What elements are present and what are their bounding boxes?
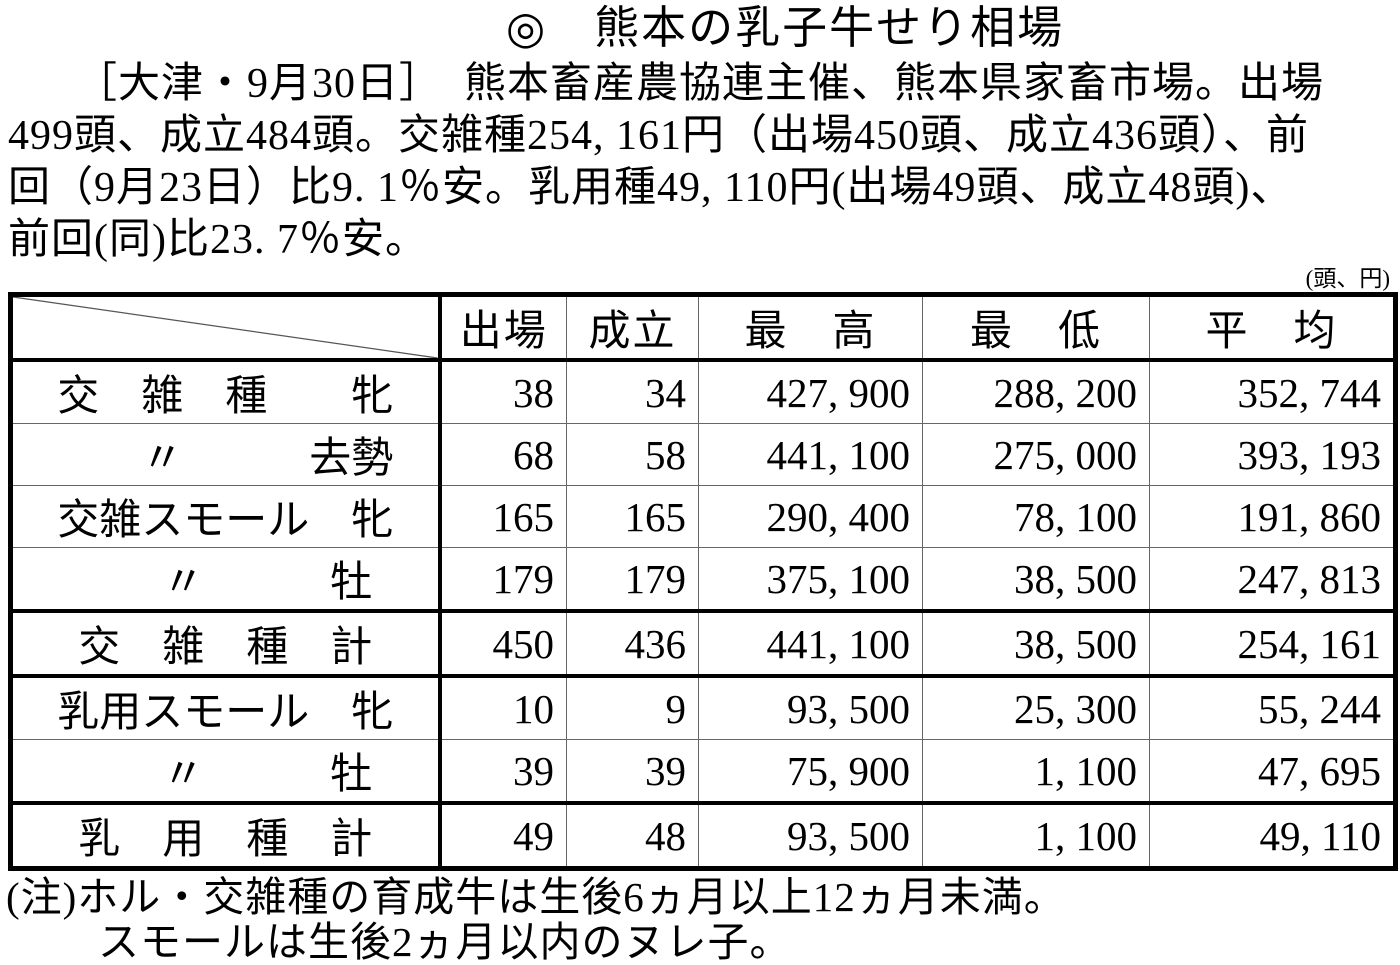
value-cell: 49, 110: [1149, 802, 1396, 869]
paragraph-line: 499頭、成立484頭。交雑種254, 161円（出場450頭、成立436頭）、…: [8, 113, 1310, 159]
header-row: 出場 成立 最 高 最 低 平 均: [10, 294, 1396, 362]
paragraph-line: ［大津・9月30日］ 熊本畜産農協連主催、熊本県家畜市場。出場: [75, 61, 1325, 107]
row-label-cell: 乳用スモール 牝: [10, 675, 442, 740]
paragraph-line: 前回(同)比23. 7％安。: [8, 217, 428, 263]
row-label-cell: 乳 用 種 計: [10, 802, 442, 869]
row-label-cell: 〃 牡: [10, 547, 442, 613]
page-title: ◎ 熊本の乳子牛せり相場: [505, 3, 1065, 53]
value-cell: 179: [566, 547, 699, 613]
table-row: 乳用スモール 牝 10 9 93, 500 25, 300 55, 244: [10, 675, 1396, 740]
table-row: 交雑スモール 牝 165 165 290, 400 78, 100 191, 8…: [10, 485, 1396, 548]
value-cell: 93, 500: [698, 675, 923, 740]
value-cell: 179: [439, 547, 567, 613]
footnote: (注)ホル・交雑種の育成牛は生後6ヵ月以上12ヵ月未満。 スモールは生後2ヵ月以…: [0, 875, 1400, 965]
value-cell: 247, 813: [1149, 547, 1396, 613]
value-cell: 191, 860: [1149, 485, 1396, 548]
value-cell: 275, 000: [922, 423, 1150, 486]
paragraph-line: 回（9月23日）比9. 1％安。乳用種49, 110円(出場49頭、成立48頭)…: [8, 165, 1294, 211]
units-label: (頭、円): [1305, 266, 1390, 291]
value-cell: 441, 100: [698, 423, 923, 486]
auction-price-table: 出場 成立 最 高 最 低 平 均 交 雑 種 牝 38 34 427, 900…: [8, 292, 1398, 871]
value-cell: 25, 300: [922, 675, 1150, 740]
table-row: 〃 牡 39 39 75, 900 1, 100 47, 695: [10, 739, 1396, 805]
value-cell: 254, 161: [1149, 610, 1396, 678]
col-header-sold: 成立: [566, 294, 699, 362]
footnote-line: (注)ホル・交雑種の育成牛は生後6ヵ月以上12ヵ月未満。: [6, 874, 1066, 920]
value-cell: 436: [566, 610, 699, 678]
value-cell: 39: [439, 739, 567, 805]
value-cell: 1, 100: [922, 739, 1150, 805]
row-label-cell: 交 雑 種 計: [10, 610, 442, 678]
value-cell: 58: [566, 423, 699, 486]
table-row: 〃 去勢 68 58 441, 100 275, 000 393, 193: [10, 423, 1396, 486]
col-header-lowest: 最 低: [922, 294, 1150, 362]
row-label-cell: 〃 去勢: [10, 423, 442, 486]
value-cell: 38: [439, 359, 567, 424]
value-cell: 38, 500: [922, 610, 1150, 678]
value-cell: 290, 400: [698, 485, 923, 548]
value-cell: 47, 695: [1149, 739, 1396, 805]
value-cell: 427, 900: [698, 359, 923, 424]
value-cell: 78, 100: [922, 485, 1150, 548]
value-cell: 450: [439, 610, 567, 678]
table-row-subtotal: 交 雑 種 計 450 436 441, 100 38, 500 254, 16…: [10, 610, 1396, 678]
value-cell: 55, 244: [1149, 675, 1396, 740]
row-label-cell: 交 雑 種 牝: [10, 359, 442, 424]
col-header-highest: 最 高: [698, 294, 923, 362]
value-cell: 93, 500: [698, 802, 923, 869]
table-row: 〃 牡 179 179 375, 100 38, 500 247, 813: [10, 547, 1396, 613]
value-cell: 9: [566, 675, 699, 740]
row-label-cell: 〃 牡: [10, 739, 442, 805]
diagonal-corner-cell: [10, 294, 442, 362]
value-cell: 165: [566, 485, 699, 548]
col-header-entries: 出場: [439, 294, 567, 362]
table-row: 交 雑 種 牝 38 34 427, 900 288, 200 352, 744: [10, 359, 1396, 424]
value-cell: 288, 200: [922, 359, 1150, 424]
value-cell: 165: [439, 485, 567, 548]
value-cell: 75, 900: [698, 739, 923, 805]
value-cell: 1, 100: [922, 802, 1150, 869]
value-cell: 393, 193: [1149, 423, 1396, 486]
intro-paragraph: ［大津・9月30日］ 熊本畜産農協連主催、熊本県家畜市場。出場 499頭、成立4…: [0, 58, 1400, 266]
footnote-line: スモールは生後2ヵ月以内のヌレ子。: [98, 919, 792, 965]
value-cell: 34: [566, 359, 699, 424]
value-cell: 375, 100: [698, 547, 923, 613]
value-cell: 49: [439, 802, 567, 869]
value-cell: 38, 500: [922, 547, 1150, 613]
row-label-cell: 交雑スモール 牝: [10, 485, 442, 548]
table-row-total: 乳 用 種 計 49 48 93, 500 1, 100 49, 110: [10, 802, 1396, 869]
diagonal-line-icon: [13, 297, 438, 358]
value-cell: 10: [439, 675, 567, 740]
value-cell: 68: [439, 423, 567, 486]
col-header-average: 平 均: [1149, 294, 1396, 362]
value-cell: 441, 100: [698, 610, 923, 678]
value-cell: 39: [566, 739, 699, 805]
value-cell: 48: [566, 802, 699, 869]
value-cell: 352, 744: [1149, 359, 1396, 424]
